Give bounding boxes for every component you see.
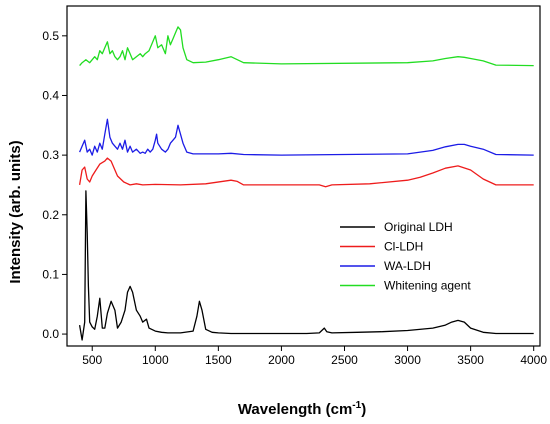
legend: Original LDH Cl-LDH WA-LDH Whitening agent bbox=[340, 220, 471, 293]
x-tick-label-1: 1000 bbox=[142, 353, 169, 367]
series-line-0 bbox=[78, 190, 534, 341]
y-tick-label-5: 0.5 bbox=[42, 29, 59, 43]
x-tick-label-7: 4000 bbox=[520, 353, 547, 367]
y-tick-label-2: 0.2 bbox=[42, 208, 59, 222]
y-tick-label-1: 0.1 bbox=[42, 267, 59, 281]
y-axis-title: Intensity (arb. units) bbox=[7, 140, 24, 283]
x-tick-label-3: 2000 bbox=[268, 353, 295, 367]
x-axis-title-close: ) bbox=[361, 401, 366, 418]
y-tick-label-0: 0.0 bbox=[42, 327, 59, 341]
x-tick-label-0: 500 bbox=[82, 353, 102, 367]
legend-label-3: Whitening agent bbox=[384, 279, 471, 293]
y-tick-label-4: 0.4 bbox=[42, 88, 59, 102]
x-axis-title: Wavelength (cm-1) bbox=[238, 400, 366, 418]
x-axis-title-main: Wavelength (cm bbox=[238, 401, 352, 418]
plot-frame bbox=[66, 5, 541, 347]
legend-label-0: Original LDH bbox=[384, 220, 453, 234]
legend-label-2: WA-LDH bbox=[384, 259, 431, 273]
y-tick-label-3: 0.3 bbox=[42, 148, 59, 162]
series-line-1 bbox=[78, 157, 534, 188]
x-tick-label-2: 1500 bbox=[205, 353, 232, 367]
x-tick-label-4: 2500 bbox=[331, 353, 358, 367]
x-tick-label-6: 3500 bbox=[457, 353, 484, 367]
plot-area bbox=[66, 5, 541, 347]
x-tick-label-5: 3000 bbox=[394, 353, 421, 367]
legend-label-1: Cl-LDH bbox=[384, 240, 423, 254]
axis-ticks: 500 1000 1500 2000 2500 3000 3500 4000 0.0 0.1 0.2… bbox=[42, 29, 547, 367]
x-axis-title-superscript: -1 bbox=[352, 400, 361, 411]
series-line-2 bbox=[79, 118, 534, 156]
series-line-3 bbox=[79, 26, 534, 67]
